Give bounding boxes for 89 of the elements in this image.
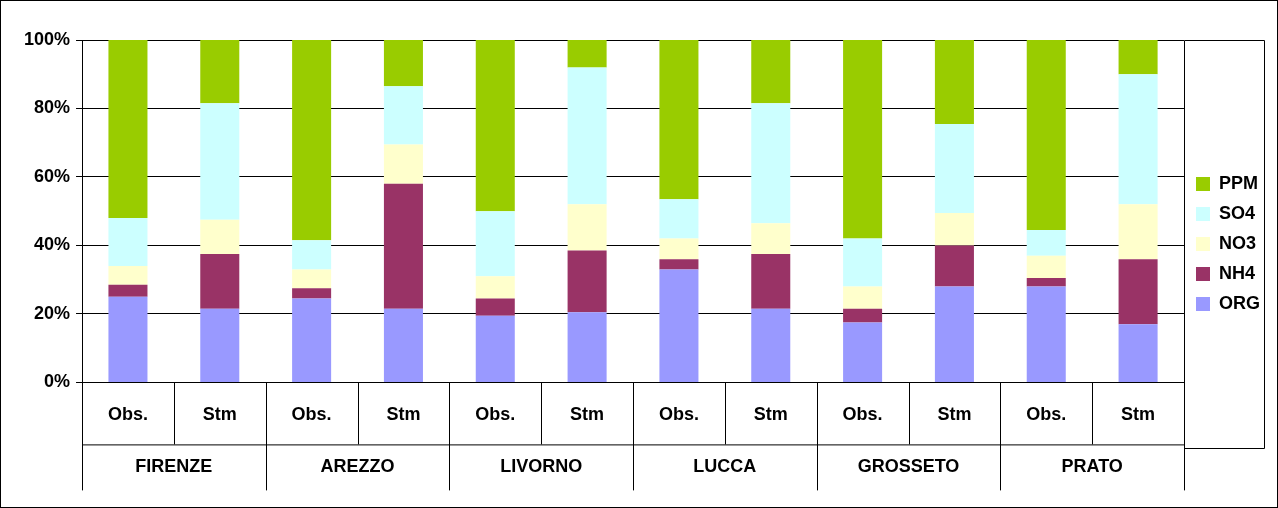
bar	[934, 286, 974, 382]
text: GROSSETO	[857, 456, 960, 477]
bar	[567, 250, 607, 313]
bar	[292, 288, 332, 299]
bar	[751, 308, 791, 382]
bar	[1026, 286, 1066, 382]
bar	[1118, 204, 1158, 260]
bar	[108, 284, 148, 297]
y-tick-label: 100%	[23, 28, 71, 49]
bar	[1026, 277, 1066, 287]
bar	[659, 238, 699, 260]
bar	[1118, 259, 1158, 325]
bar	[200, 254, 240, 309]
text: LUCCA	[693, 456, 757, 477]
bar	[843, 40, 883, 239]
bar	[934, 245, 974, 287]
text: PRATO	[1061, 456, 1123, 477]
bar	[567, 67, 607, 205]
y-tick-label: 20%	[34, 302, 71, 323]
y-tick-label: 0%	[44, 371, 71, 392]
x-tick-label: Stm	[386, 404, 421, 425]
x-tick-label: Obs.	[107, 404, 148, 425]
bar	[200, 219, 240, 254]
bar	[475, 211, 515, 277]
bar	[383, 183, 423, 309]
bar	[659, 40, 699, 200]
x-tick-label: Obs.	[658, 404, 699, 425]
bar	[1118, 324, 1158, 382]
x-tick-label: Stm	[753, 404, 788, 425]
x-tick-label: Stm	[1121, 404, 1156, 425]
bar	[567, 40, 607, 68]
bar	[567, 204, 607, 251]
x-tick-label: Obs.	[842, 404, 883, 425]
bar	[567, 312, 607, 382]
y-tick-label: 40%	[34, 234, 71, 255]
bar	[843, 238, 883, 287]
y-tick-label: 80%	[34, 97, 71, 118]
bar	[751, 254, 791, 309]
bar	[200, 103, 240, 220]
bar	[383, 308, 423, 382]
bar	[843, 286, 883, 309]
bar	[475, 276, 515, 299]
x-tick-label: Stm	[570, 404, 605, 425]
x-tick-label: Obs.	[291, 404, 332, 425]
bar	[108, 265, 148, 285]
bar	[934, 123, 974, 213]
legend-label: NH4	[1219, 262, 1256, 283]
text: FIRENZE	[135, 456, 213, 477]
x-tick-label: Stm	[202, 404, 237, 425]
bar	[108, 40, 148, 219]
bar	[1118, 74, 1158, 205]
y-tick-label: 60%	[34, 165, 71, 186]
bar	[843, 322, 883, 382]
bar	[934, 212, 974, 246]
bar	[1026, 255, 1066, 278]
x-tick-label: Obs.	[475, 404, 516, 425]
bar	[383, 40, 423, 87]
bar	[475, 315, 515, 382]
bar	[108, 296, 148, 382]
bar	[934, 40, 974, 124]
bar	[200, 308, 240, 382]
x-tick-label: Obs.	[1026, 404, 1067, 425]
bar	[108, 218, 148, 266]
legend-label: SO4	[1219, 202, 1256, 223]
x-tick-label: Stm	[937, 404, 972, 425]
bar	[751, 223, 791, 254]
bar	[292, 298, 332, 382]
bar	[843, 308, 883, 323]
bar	[1026, 230, 1066, 256]
bar	[475, 298, 515, 316]
text: AREZZO	[320, 456, 395, 477]
bar	[200, 40, 240, 104]
bar	[475, 40, 515, 212]
bar	[1026, 40, 1066, 231]
bar	[659, 259, 699, 270]
text: LIVORNO	[500, 456, 583, 477]
bar	[659, 199, 699, 239]
bar	[292, 240, 332, 270]
legend-label: ORG	[1219, 292, 1261, 313]
bar	[292, 269, 332, 289]
bar	[751, 40, 791, 104]
legend-label: PPM	[1219, 172, 1259, 193]
bar	[1118, 40, 1158, 75]
bar	[383, 86, 423, 145]
bar	[751, 103, 791, 224]
bar	[292, 40, 332, 241]
legend-label: NO3	[1219, 232, 1257, 253]
bar	[383, 144, 423, 184]
bar	[659, 269, 699, 382]
